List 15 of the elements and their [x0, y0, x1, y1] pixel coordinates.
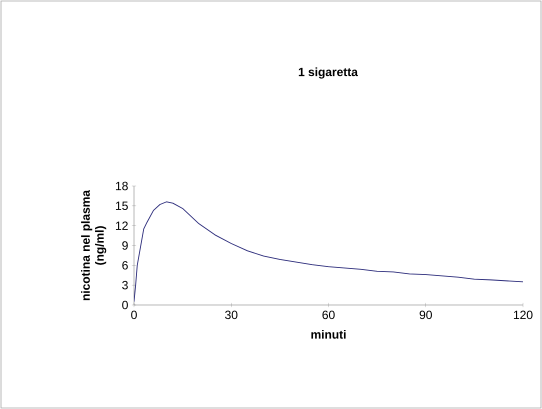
x-tick-label: 60: [322, 310, 335, 320]
y-tick-label: 9: [122, 241, 128, 250]
x-axis-title: minuti: [311, 330, 346, 339]
x-tick-label: 120: [514, 310, 533, 320]
y-tick-label: 15: [116, 202, 128, 210]
x-tick-label: 0: [131, 310, 137, 320]
y-tick-label: 18: [116, 182, 128, 190]
x-tick-label: 90: [420, 310, 432, 320]
x-tick-label: 30: [225, 310, 238, 320]
y-tick-label: 3: [122, 280, 128, 290]
y-axis-title: nicotina nel plasma (ng/ml): [81, 190, 106, 300]
y-tick-label: 0: [122, 300, 128, 310]
y-tick-label: 6: [122, 261, 128, 270]
y-tick-label: 12: [116, 221, 128, 230]
chart-title: 1 sigaretta: [298, 67, 358, 79]
